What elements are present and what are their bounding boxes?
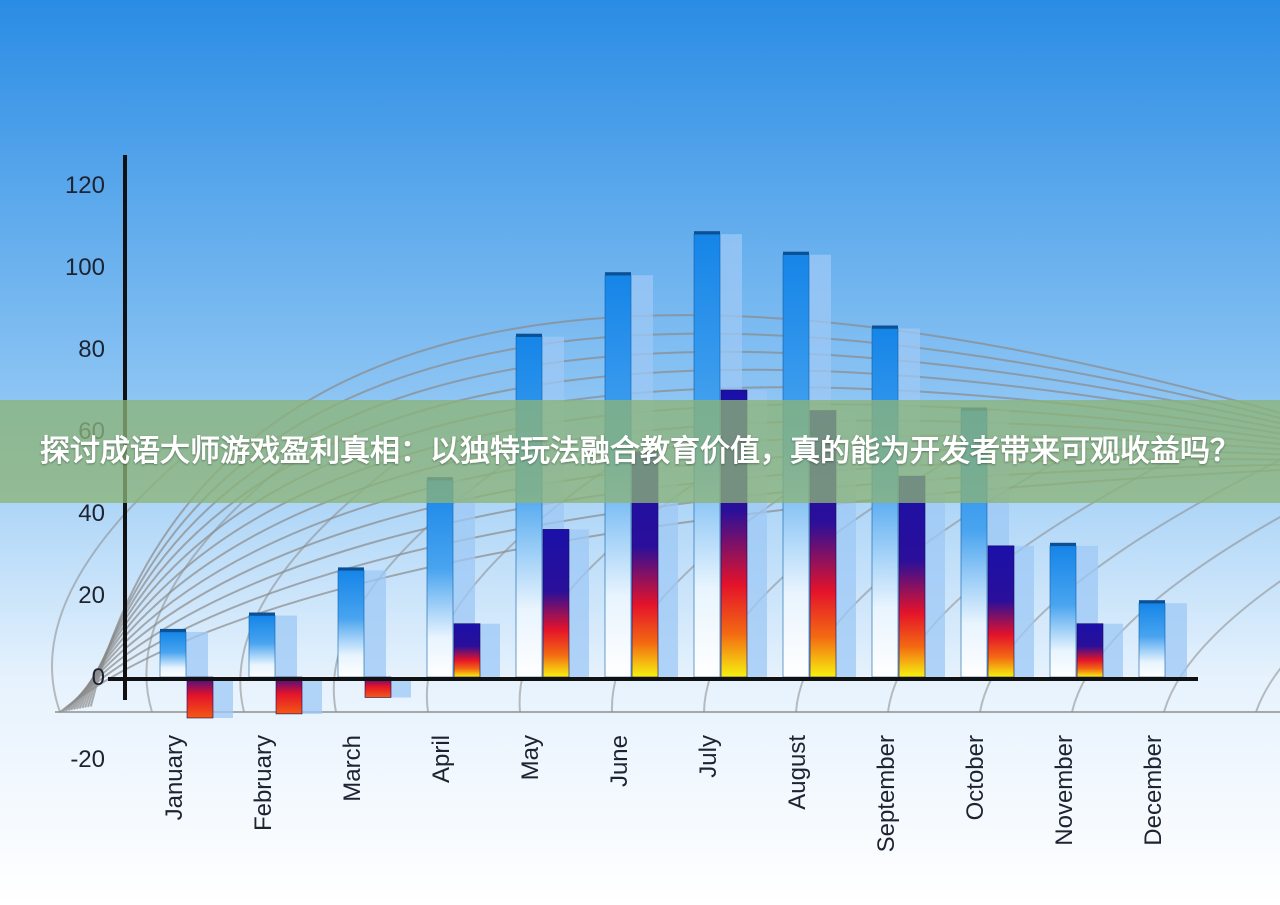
bar-shadow bbox=[360, 570, 386, 677]
bar-series2 bbox=[987, 545, 1015, 678]
x-tick-label: April bbox=[428, 735, 455, 783]
x-tick-label: November bbox=[1051, 735, 1078, 846]
x-tick-label: October bbox=[962, 735, 989, 820]
x-axis-labels: January February March April May June July Augu… bbox=[161, 735, 1167, 853]
y-tick-label: -20 bbox=[70, 746, 105, 773]
bar-shadow bbox=[182, 631, 208, 677]
bar-series1 bbox=[248, 615, 276, 678]
bar-series1 bbox=[159, 631, 187, 678]
bar-series1-cap bbox=[160, 628, 186, 632]
bar-series1-cap bbox=[1139, 600, 1165, 604]
bar-series1 bbox=[1049, 545, 1077, 678]
x-tick-label: January bbox=[161, 735, 188, 820]
bar-shadow bbox=[1161, 603, 1187, 677]
grid-line bbox=[1071, 515, 1280, 713]
bar-series1-cap bbox=[516, 333, 542, 337]
y-tick-label: 100 bbox=[65, 254, 105, 281]
bar-series2 bbox=[186, 676, 214, 719]
grid-arc bbox=[89, 314, 1280, 707]
x-tick-label: September bbox=[873, 735, 900, 852]
x-tick-label: August bbox=[784, 735, 811, 810]
x-tick-label: June bbox=[606, 735, 633, 787]
bar-series1-cap bbox=[605, 272, 631, 276]
bar-series1 bbox=[337, 570, 365, 678]
bar-series2 bbox=[542, 529, 570, 678]
bar-series1-cap bbox=[694, 231, 720, 235]
bar-series1-cap bbox=[338, 567, 364, 571]
bar-series1 bbox=[1138, 602, 1166, 678]
bar-shadow bbox=[271, 615, 297, 677]
y-tick-label: 40 bbox=[78, 500, 105, 527]
grid-line bbox=[1255, 667, 1280, 713]
bar-series1-cap bbox=[1050, 542, 1076, 546]
caption-banner: 探讨成语大师游戏盈利真相：以独特玩法融合教育价值，真的能为开发者带来可观收益吗？ bbox=[0, 400, 1280, 503]
bar-shadow bbox=[385, 677, 411, 698]
x-tick-label: March bbox=[339, 735, 366, 802]
caption-text: 探讨成语大师游戏盈利真相：以独特玩法融合教育价值，真的能为开发者带来可观收益吗？ bbox=[40, 433, 1240, 469]
x-tick-label: May bbox=[517, 735, 544, 780]
grid-arc bbox=[84, 350, 1280, 708]
y-tick-label: 0 bbox=[92, 664, 105, 691]
grid-arc bbox=[81, 368, 1280, 709]
y-tick-label: 120 bbox=[65, 172, 105, 199]
bar-series2 bbox=[898, 475, 926, 678]
grid-arc bbox=[87, 332, 1280, 708]
y-tick-label: 80 bbox=[78, 336, 105, 363]
bar-series1-cap bbox=[872, 325, 898, 329]
x-tick-label: December bbox=[1140, 735, 1167, 846]
bar-series1 bbox=[426, 479, 454, 678]
y-tick-label: 20 bbox=[78, 582, 105, 609]
bar-series1-cap bbox=[249, 612, 275, 616]
bar-series1 bbox=[515, 336, 543, 678]
grid-line bbox=[1163, 580, 1280, 713]
bar-series2 bbox=[453, 623, 481, 678]
bar-series1-cap bbox=[783, 251, 809, 255]
x-tick-label: July bbox=[695, 735, 722, 778]
bar-series2 bbox=[275, 676, 303, 715]
x-tick-label: February bbox=[250, 735, 277, 831]
y-axis-ticks: 120100806040200-20 bbox=[65, 172, 105, 773]
bar-series2 bbox=[1076, 623, 1104, 678]
